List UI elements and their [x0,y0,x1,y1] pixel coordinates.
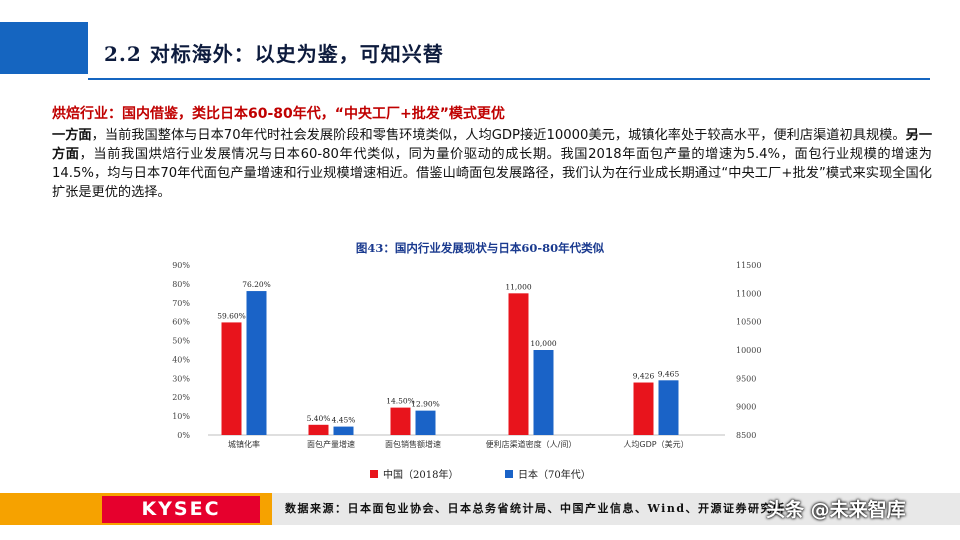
legend-swatch [370,470,378,478]
right-axis-tick-label: 11500 [736,261,761,270]
data-label: 76.20% [242,280,271,289]
bar-series1-cat3 [533,350,554,435]
bar-series1-cat4 [658,380,679,435]
company-logo: KYSEC [141,498,221,520]
bar-series0-cat1 [308,424,329,435]
logo-background [102,496,260,523]
lead-phrase-2: 另一方面 [52,128,933,162]
data-label: 10,000 [530,339,556,348]
section-heading: 烘焙行业：国内借鉴，类比日本60-80年代，“中央工厂+批发”模式更优 [52,106,505,122]
left-axis-tick-label: 10% [172,412,190,421]
legend-label: 日本（70年代） [518,468,591,481]
left-axis-tick-label: 90% [172,261,190,270]
right-axis-tick-label: 8500 [736,431,756,440]
data-label: 4.45% [332,416,356,425]
data-label: 11,000 [505,282,531,291]
left-axis-tick-label: 70% [172,299,190,308]
left-axis-tick-label: 40% [172,355,190,364]
legend-swatch [505,470,513,478]
left-axis-tick-label: 0% [177,431,190,440]
bar-series1-cat1 [333,426,354,435]
legend-label: 中国（2018年） [383,468,458,481]
paragraph-text-1: ，当前我国整体与日本70年代时社会发展阶段和零售环境类似，人均GDP接近1000… [91,128,906,143]
category-label: 面包销售额增速 [385,439,441,449]
comparison-bar-chart: 图43：国内行业发展现状与日本60-80年代类似 0% 10% 20% 30% 40% 5… [172,241,761,481]
category-label: 城镇化率 [228,439,260,449]
left-axis-tick-label: 30% [172,374,190,383]
bar-series0-cat3 [508,293,529,435]
body-paragraph: 一方面，当前我国整体与日本70年代时社会发展阶段和零售环境类似，人均GDP接近1… [52,126,932,202]
bar-series0-cat4 [633,382,654,435]
data-label: 5.40% [307,414,331,423]
right-axis-tick-label: 9000 [736,403,756,412]
left-axis-tick-label: 60% [172,318,190,327]
paragraph-text-2: ，当前我国烘焙行业发展情况与日本60-80年代类似，同为量价驱动的成长期。我国2… [52,147,932,200]
data-label: 12.90% [411,400,440,409]
source-background [272,493,960,525]
left-axis-tick-label: 80% [172,280,190,289]
left-axis-tick-label: 50% [172,337,190,346]
right-axis-tick-label: 11000 [736,289,761,298]
right-axis-tick-label: 10500 [736,318,761,327]
title-divider [88,78,930,80]
data-source-note: 数据来源：日本面包业协会、日本总务省统计局、中国产业信息、Wind、开源证券研究… [285,502,786,515]
bar-series1-cat0 [246,291,267,435]
chart-title: 图43：国内行业发展现状与日本60-80年代类似 [356,241,605,255]
category-label: 人均GDP（美元） [623,439,688,449]
bar-series0-cat2 [390,407,411,435]
bar-series0-cat0 [221,322,242,435]
category-label: 面包产量增速 [307,439,355,449]
bar-series1-cat2 [415,410,436,435]
right-axis-tick-label: 10000 [736,346,761,355]
data-label: 9,426 [633,372,655,381]
data-label: 9,465 [658,369,680,378]
title-accent-block [0,22,88,74]
data-label: 14.50% [386,397,415,406]
page-title: 2.2 对标海外：以史为鉴，可知兴替 [104,42,444,66]
data-label: 59.60% [217,311,246,320]
left-axis-tick-label: 20% [172,393,190,402]
right-axis-tick-label: 9500 [736,374,756,383]
lead-phrase-1: 一方面 [52,128,92,143]
watermark: 头条 @未来智库 [766,499,906,521]
category-label: 便利店渠道密度（人/间） [486,439,577,449]
